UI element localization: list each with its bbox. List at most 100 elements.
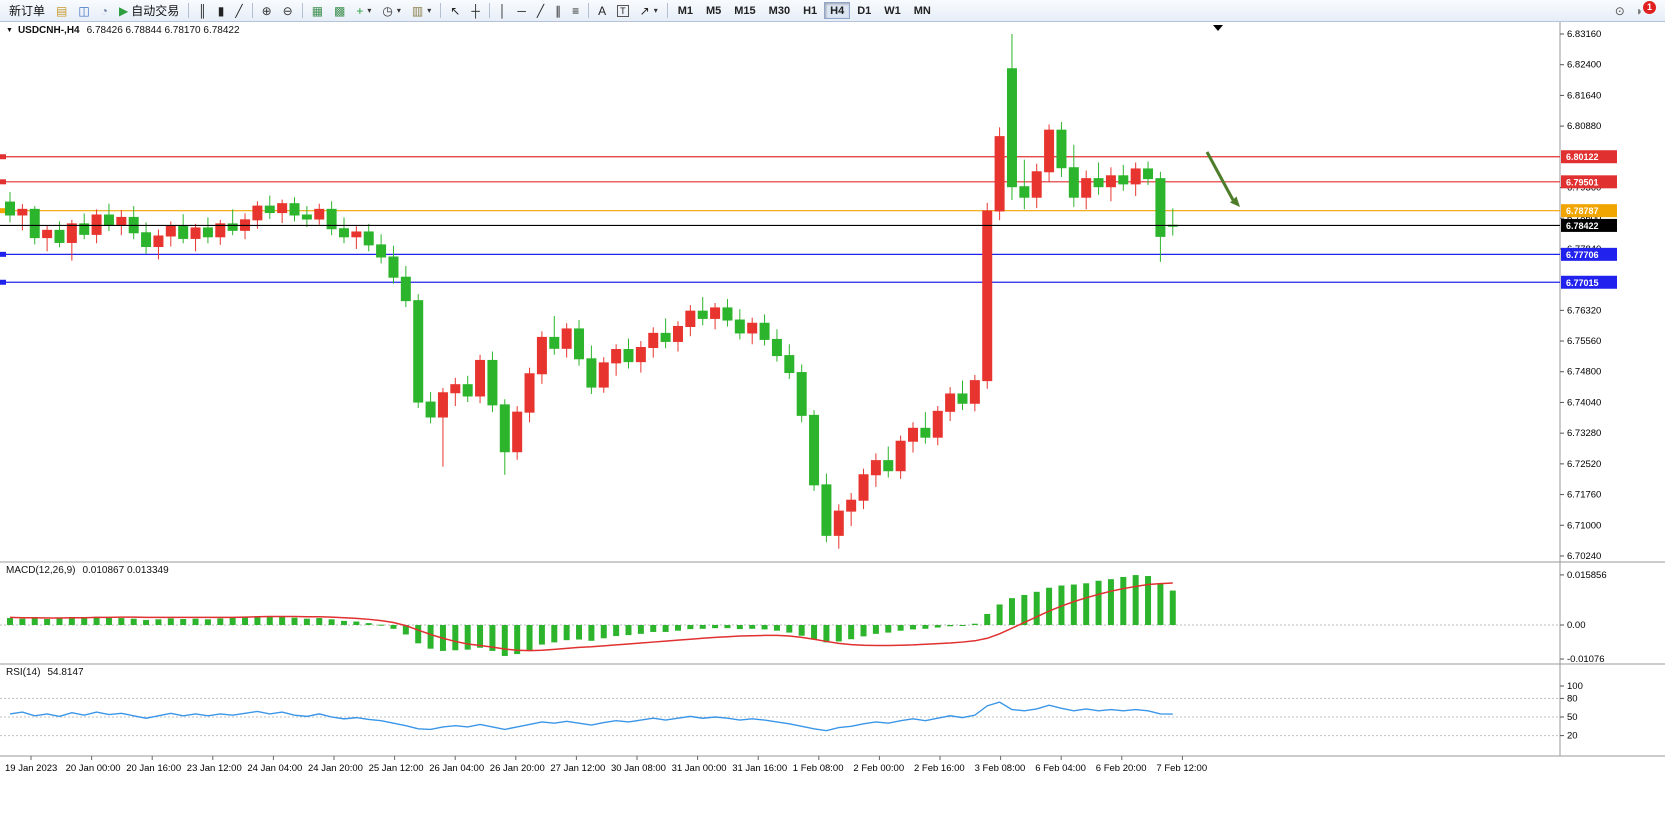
fibonacci-glyph: ≡ — [572, 3, 580, 18]
macd-bar — [749, 625, 756, 629]
fibonacci-icon[interactable]: ≡ — [567, 2, 584, 20]
macd-bar — [786, 625, 793, 633]
hlines-layer[interactable] — [0, 154, 1560, 285]
text-label-icon[interactable]: T — [612, 2, 634, 20]
candle-body — [549, 336, 560, 349]
timeframe-m15[interactable]: M15 — [734, 5, 756, 17]
bar-chart-icon[interactable]: ║ — [193, 2, 212, 20]
line-handle[interactable] — [0, 279, 6, 285]
toolbar: 新订单 ▤ ◫ ◔ ▶ 自动交易 ║ ▮ ╱ ⊕ ⊖ ▦ ▩ + ▾ ◷ ▾ ▥ ▾ ↖ ┼ │ ─ ╱ ∥ ≡ A T ↗ ▾ M1 M5 M… — [0, 0, 1665, 22]
rsi-axis-label: 50 — [1567, 712, 1578, 723]
new-order-button[interactable]: 新订单 — [4, 2, 50, 20]
macd-bar — [922, 625, 929, 629]
timeframe-h1[interactable]: H1 — [803, 5, 818, 17]
time-label: 31 Jan 16:00 — [732, 763, 787, 774]
time-label: 30 Jan 08:00 — [611, 763, 666, 774]
candle-body — [202, 227, 213, 238]
cursor-glyph: ↖ — [450, 3, 461, 18]
time-label: 24 Jan 20:00 — [308, 763, 363, 774]
candle-body — [672, 325, 683, 342]
indicators-icon[interactable]: + ▾ — [351, 2, 376, 20]
shift-end-marker-icon — [1213, 25, 1223, 31]
candle-body — [264, 205, 275, 214]
toolbar-separator — [440, 3, 442, 18]
macd-bar — [68, 617, 75, 625]
arrow-shaft[interactable] — [1205, 151, 1235, 201]
trendline-icon[interactable]: ╱ — [532, 2, 549, 20]
line-handle[interactable] — [0, 208, 6, 214]
rsi-label: RSI(14) — [6, 667, 41, 678]
quick-trade-collapse-icon[interactable]: ▼ — [6, 27, 13, 34]
line-handle[interactable] — [0, 154, 6, 160]
candle-body — [153, 235, 164, 248]
timeframe-w1[interactable]: W1 — [884, 5, 901, 17]
candle-body — [91, 214, 102, 235]
annotation-arrow[interactable] — [1205, 151, 1240, 208]
candlestick-chart-glyph: ▮ — [217, 3, 225, 18]
pane-separators[interactable] — [0, 22, 1665, 757]
macd-bar — [947, 625, 954, 627]
candle-body — [1143, 168, 1154, 180]
vertical-line-icon[interactable]: │ — [494, 2, 512, 20]
cursor-icon[interactable]: ↖ — [445, 2, 465, 20]
line-chart-glyph: ╱ — [235, 3, 243, 18]
macd-bar — [340, 620, 347, 625]
arrows-icon[interactable]: ↗ ▾ — [635, 2, 663, 20]
line-chart-icon[interactable]: ╱ — [230, 2, 247, 20]
periods-glyph: ◷ — [382, 3, 393, 18]
macd-bar — [699, 625, 706, 629]
autotrading-button[interactable]: ▶ 自动交易 — [114, 2, 184, 20]
macd-bar — [625, 625, 632, 636]
timeframe-m5[interactable]: M5 — [705, 5, 722, 17]
time-label: 26 Jan 04:00 — [429, 763, 484, 774]
channel-icon[interactable]: ∥ — [550, 2, 566, 20]
candle-body — [710, 307, 721, 319]
candle-body — [475, 359, 486, 397]
price-tick-label: 6.74040 — [1567, 397, 1601, 408]
periods-icon[interactable]: ◷ ▾ — [377, 2, 406, 20]
time-label: 2 Feb 00:00 — [853, 763, 904, 774]
macd-bar — [390, 625, 397, 629]
timeframe-m1[interactable]: M1 — [677, 5, 693, 17]
macd-values: 0.010867 0.013349 — [82, 565, 169, 576]
macd-bar — [81, 618, 88, 625]
macd-bar — [217, 618, 224, 625]
macd-bar — [761, 625, 768, 630]
candlestick-chart-icon[interactable]: ▮ — [213, 2, 230, 20]
timeframe-m30[interactable]: M30 — [768, 5, 791, 17]
macd-bar — [365, 623, 372, 625]
templates-icon[interactable]: ▥ ▾ — [407, 2, 436, 20]
macd-axis-label: -0.01076 — [1567, 654, 1605, 665]
new-chart-icon[interactable]: ◫ — [73, 2, 94, 20]
price-tick-label: 6.75560 — [1567, 336, 1601, 347]
line-handle[interactable] — [0, 251, 6, 257]
tile-windows-icon[interactable]: ▦ — [307, 2, 328, 20]
macd-bar — [551, 625, 558, 643]
price-badge — [1561, 247, 1617, 261]
search-icon[interactable]: ⊙ — [1610, 2, 1630, 20]
candle-body — [326, 208, 337, 230]
timeframe-mn[interactable]: MN — [913, 5, 931, 17]
timeframe-d1[interactable]: D1 — [857, 5, 872, 17]
macd-signal-line — [9, 582, 1173, 652]
cascade-windows-icon[interactable]: ▩ — [329, 2, 350, 20]
timeframe-h4[interactable]: H4 — [824, 2, 851, 19]
macd-bar — [143, 619, 150, 625]
crosshair-icon[interactable]: ┼ — [466, 2, 485, 20]
search-glyph: ⊙ — [1614, 3, 1625, 18]
notifications-icon[interactable]: ◗ 1 — [1631, 1, 1661, 20]
candle-body — [1155, 178, 1166, 237]
macd-bar — [501, 625, 508, 656]
line-handle[interactable] — [0, 179, 6, 185]
horizontal-line-icon[interactable]: ─ — [512, 2, 531, 20]
profiles-icon[interactable]: ◔ — [96, 2, 113, 20]
macd-bar — [167, 618, 174, 625]
text-icon[interactable]: A — [593, 2, 611, 20]
arrow-head-icon[interactable] — [1230, 196, 1240, 208]
macd-bar — [130, 618, 137, 625]
zoom-out-icon[interactable]: ⊖ — [278, 2, 298, 20]
market-watch-icon[interactable]: ▤ — [51, 2, 72, 20]
zoom-in-icon[interactable]: ⊕ — [257, 2, 277, 20]
candle-body — [870, 460, 881, 476]
